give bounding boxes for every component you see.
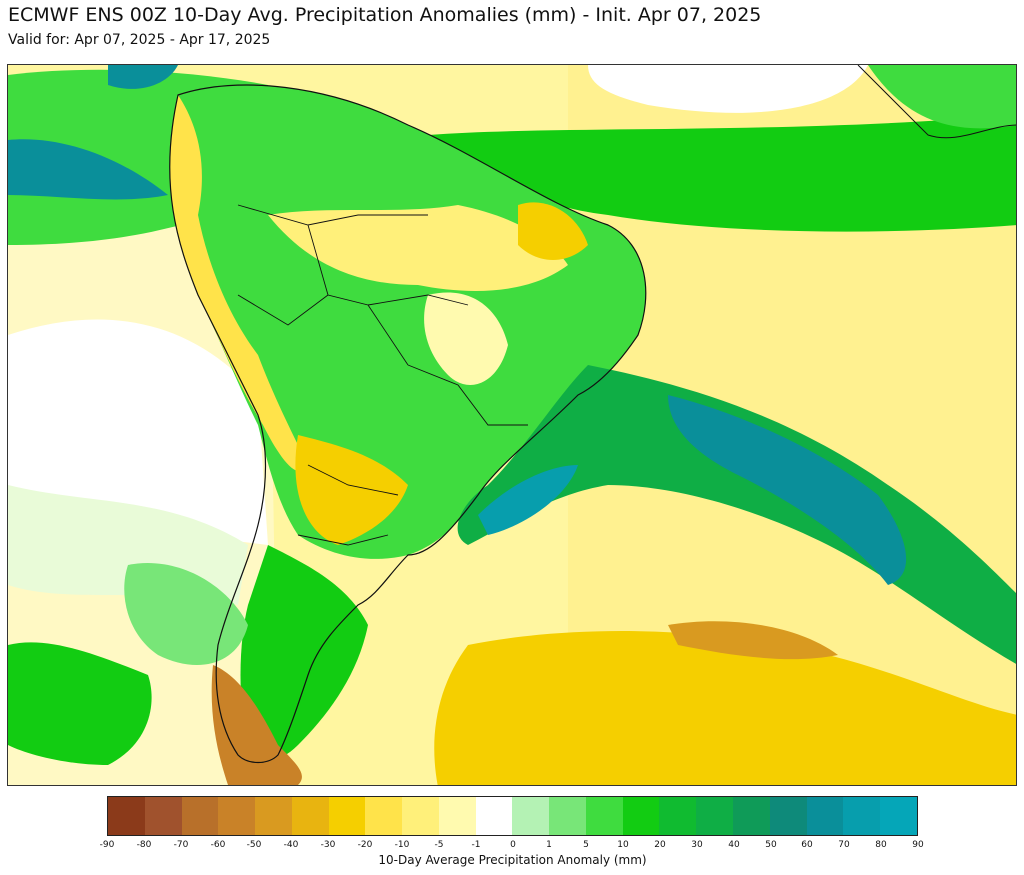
amazon-mixed-area xyxy=(268,205,568,291)
south-pacific-wet-region xyxy=(8,642,152,765)
colorbar-tick-label: -20 xyxy=(357,840,373,850)
colorbar-swatch xyxy=(255,797,292,835)
colorbar-tick-label: 0 xyxy=(510,840,516,850)
colorbar-tick-label: 1 xyxy=(546,840,552,850)
andes-dry-strip xyxy=(169,95,308,472)
atlantic-dry-area xyxy=(568,65,1016,785)
south-pacific-wet-region-2 xyxy=(124,563,248,665)
colorbar-swatch xyxy=(622,797,660,835)
colorbar-tick-label: -60 xyxy=(210,840,226,850)
colorbar-swatch xyxy=(512,797,550,835)
colorbar-swatch xyxy=(769,797,807,835)
south-america-coastline xyxy=(169,84,647,764)
colorbar-tick-label: 80 xyxy=(875,840,887,850)
colorbar-tick-label: 20 xyxy=(654,840,666,850)
pacific-neutral-zone xyxy=(8,319,268,545)
africa-coastline xyxy=(857,65,1016,139)
colorbar-swatch xyxy=(475,797,513,835)
colorbar-swatch xyxy=(328,797,366,835)
south-tip-dry-area xyxy=(211,665,302,785)
colorbar-tick-label: -90 xyxy=(99,840,115,850)
colorbar-tick-label: -5 xyxy=(434,840,444,850)
colorbar-swatch xyxy=(181,797,219,835)
north-pacific-wet-core xyxy=(8,139,168,200)
colorbar-swatch xyxy=(806,797,844,835)
colorbar-swatch xyxy=(843,797,881,835)
colorbar-tick-label: 5 xyxy=(583,840,589,850)
sacz-wet-band xyxy=(457,365,1016,664)
colorbar-swatch xyxy=(438,797,476,835)
colorbar-swatch xyxy=(291,797,329,835)
colorbar-tick-label: -70 xyxy=(173,840,189,850)
colorbar-swatch xyxy=(880,797,917,835)
colorbar-swatch xyxy=(585,797,623,835)
colorbar-tick-label: 30 xyxy=(691,840,703,850)
northeast-brazil-dry-patch xyxy=(518,202,588,260)
colorbar-swatch xyxy=(144,797,182,835)
colorbar-tick-label: -30 xyxy=(320,840,336,850)
south-atlantic-dry-band xyxy=(434,631,1016,785)
itcz-wet-band xyxy=(428,115,1016,232)
colorbar-ticks: -90 -80 -70 -60 -50 -40 -30 -20 -10 -5 -1 0 1 5 10 20 30… xyxy=(100,840,924,854)
colorbar-swatch xyxy=(365,797,403,835)
valid-period: Valid for: Apr 07, 2025 - Apr 17, 2025 xyxy=(8,32,271,48)
colorbar-swatch xyxy=(218,797,256,835)
precipitation-map xyxy=(7,64,1017,786)
colorbar-tick-label: -10 xyxy=(394,840,410,850)
south-atlantic-dry-core xyxy=(668,621,838,660)
colorbar-swatch xyxy=(696,797,734,835)
colorbar-swatch xyxy=(549,797,586,835)
argentina-dry-region xyxy=(295,435,408,545)
colorbar-tick-label: 60 xyxy=(801,840,813,850)
colorbar-tick-label: -1 xyxy=(471,840,481,850)
sacz-wet-core xyxy=(668,395,907,585)
patagonia-wet-region xyxy=(240,545,368,760)
colorbar-label: 10-Day Average Precipitation Anomaly (mm… xyxy=(378,853,647,867)
caribbean-wet-core xyxy=(108,65,178,89)
colorbar-tick-label: 50 xyxy=(765,840,777,850)
colorbar-swatch xyxy=(402,797,439,835)
sacz-wet-core-south xyxy=(478,465,578,535)
colorbar-tick-label: 40 xyxy=(728,840,740,850)
colorbar-tick-label: 90 xyxy=(912,840,924,850)
map-title: ECMWF ENS 00Z 10-Day Avg. Precipitation … xyxy=(8,4,762,26)
central-brazil-dry-patch xyxy=(424,292,508,385)
itcz-wet-edge xyxy=(868,65,1016,129)
colorbar-tick-label: 10 xyxy=(617,840,629,850)
colorbar xyxy=(107,796,918,836)
colorbar-swatch xyxy=(108,797,145,835)
colorbar-swatch xyxy=(733,797,770,835)
country-borders xyxy=(237,204,528,546)
colorbar-tick-label: 70 xyxy=(838,840,850,850)
colorbar-tick-label: -50 xyxy=(246,840,262,850)
atlantic-neutral-top xyxy=(588,65,868,113)
colorbar-tick-label: -80 xyxy=(136,840,152,850)
colorbar-swatch xyxy=(659,797,697,835)
colorbar-tick-label: -40 xyxy=(283,840,299,850)
